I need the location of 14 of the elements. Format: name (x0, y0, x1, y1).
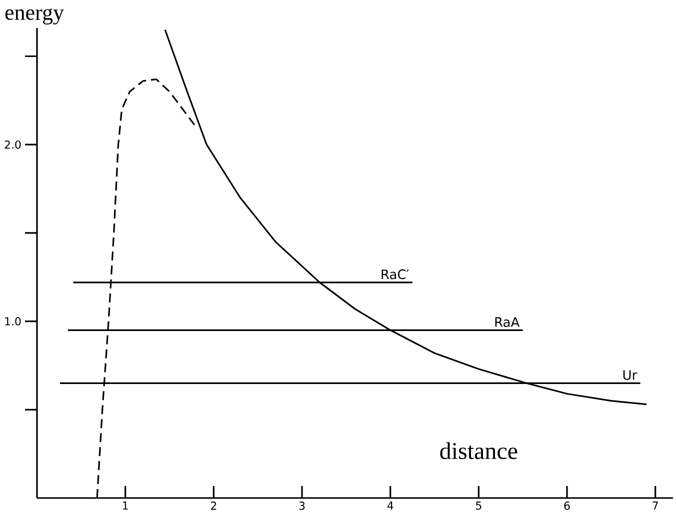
x-axis-title: distance (440, 442, 518, 460)
x-tick-label: 4 (387, 502, 394, 510)
y-tick-label: 1.0 (5, 317, 21, 326)
x-tick-label: 2 (210, 502, 216, 510)
x-tick-label: 6 (564, 502, 570, 510)
x-tick-label: 5 (476, 502, 482, 510)
x-tick-label: 1 (123, 502, 128, 510)
y-axis-title: energy (5, 8, 64, 24)
series-label: RaA (495, 317, 520, 327)
x-tick-label: 3 (299, 502, 305, 510)
series-label: Ur (623, 370, 638, 380)
series-label: RaC′ (382, 269, 409, 280)
y-tick-label: 2.0 (4, 140, 21, 149)
x-tick-label: 7 (652, 502, 658, 510)
